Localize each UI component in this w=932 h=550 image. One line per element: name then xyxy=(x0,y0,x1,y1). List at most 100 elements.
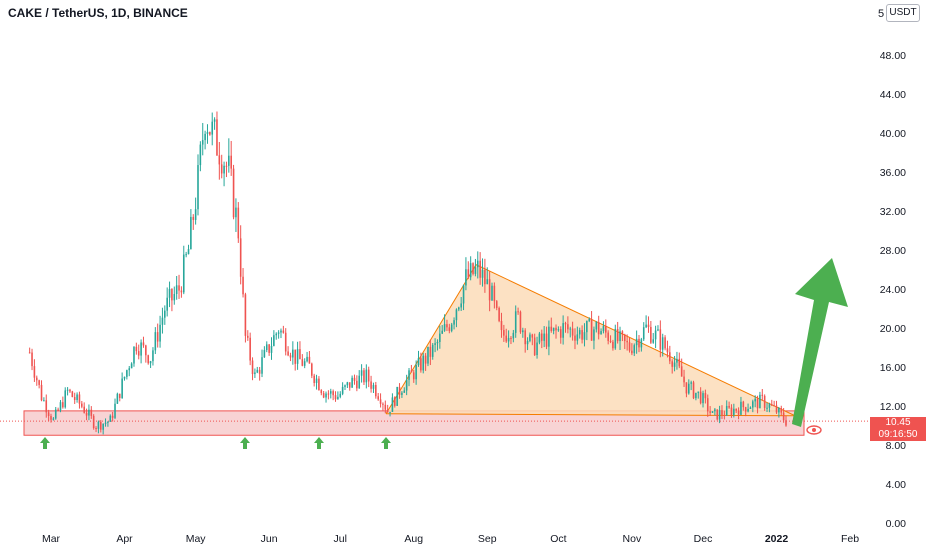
candle-body xyxy=(633,345,636,354)
symbol-title[interactable]: CAKE / TetherUS, 1D, BINANCE xyxy=(8,6,188,20)
candle-body xyxy=(401,392,403,395)
candle-body xyxy=(692,382,695,399)
candle-body xyxy=(498,307,500,321)
currency-badge[interactable]: USDT xyxy=(886,4,920,22)
candle-body xyxy=(557,329,560,331)
candle-body xyxy=(171,289,173,301)
candle-body xyxy=(669,352,671,362)
candle-body xyxy=(754,398,756,402)
price-tick-label: 48.00 xyxy=(880,50,906,62)
candle-body xyxy=(472,263,474,274)
candle-body xyxy=(711,411,714,413)
candle-body xyxy=(109,415,112,422)
candle-body xyxy=(168,289,171,298)
time-tick-label: Feb xyxy=(841,533,859,545)
candle-body xyxy=(749,407,752,409)
candle-body xyxy=(621,331,624,335)
descending-triangle[interactable] xyxy=(386,264,795,416)
candle-body xyxy=(81,403,83,407)
candle-body xyxy=(363,370,365,383)
candle-body xyxy=(436,341,439,344)
time-tick-label: Dec xyxy=(694,533,713,545)
candle-body xyxy=(645,324,647,328)
candle-body xyxy=(232,168,235,218)
candle-body xyxy=(78,394,81,404)
candle-body xyxy=(484,269,486,285)
candle-body xyxy=(766,407,768,409)
candle-body xyxy=(164,310,166,318)
candle-body xyxy=(453,320,455,325)
candle-body xyxy=(71,391,74,398)
partial-tick-label: 5 xyxy=(878,8,885,20)
candle-body xyxy=(476,260,479,268)
candle-body xyxy=(332,391,334,396)
candle-body xyxy=(237,207,240,239)
candle-body xyxy=(666,348,669,353)
candle-body xyxy=(209,132,211,135)
bounce-arrow-icon[interactable] xyxy=(314,437,324,449)
candle-body xyxy=(339,393,342,397)
triangle-left-edge[interactable] xyxy=(385,264,477,415)
candle-body xyxy=(384,404,387,410)
triangle-resistance-line[interactable] xyxy=(475,264,796,417)
candle-body xyxy=(289,355,292,358)
candle-body xyxy=(448,327,451,331)
candle-body xyxy=(529,334,531,341)
candle-body xyxy=(64,390,67,408)
candle-body xyxy=(320,390,323,394)
time-axis[interactable]: Mar Apr May Jun Jul Aug Sep Oct Nov Dec 2022 Feb xyxy=(42,533,859,545)
candle-body xyxy=(337,396,339,400)
candle-body xyxy=(261,357,263,374)
candle-body xyxy=(545,333,548,347)
candle-body xyxy=(782,412,785,421)
candle-body xyxy=(747,408,749,412)
candle-body xyxy=(661,337,664,350)
candle-body xyxy=(308,356,311,364)
candle-body xyxy=(538,333,541,343)
candle-body xyxy=(680,366,683,377)
candle-body xyxy=(431,344,434,357)
time-tick-label: Nov xyxy=(623,533,642,545)
candle-body xyxy=(294,349,297,364)
candle-body xyxy=(479,260,481,278)
bounce-arrow-icon[interactable] xyxy=(240,437,250,449)
candle-body xyxy=(495,301,498,308)
candle-body xyxy=(683,376,685,383)
candle-body xyxy=(650,326,652,343)
candle-body xyxy=(292,349,294,358)
price-tick-label: 0.00 xyxy=(886,518,907,530)
candle-body xyxy=(571,328,574,336)
price-axis[interactable]: 0.00 4.00 8.00 12.00 16.00 20.00 24.00 28.00 32.… xyxy=(880,50,906,530)
candle-body xyxy=(194,209,197,220)
candle-body xyxy=(111,415,114,418)
projection-arrow-icon[interactable] xyxy=(792,258,848,427)
candle-body xyxy=(595,322,598,330)
candle-body xyxy=(735,408,738,411)
candle-body xyxy=(130,363,133,369)
candle-body xyxy=(737,410,740,415)
bounce-arrow-icon[interactable] xyxy=(40,437,50,449)
candle-body xyxy=(465,269,467,286)
candlestick-series xyxy=(28,111,787,435)
candle-body xyxy=(277,332,280,334)
candle-body xyxy=(503,330,505,336)
bounce-arrow-icon[interactable] xyxy=(381,437,391,449)
candle-body xyxy=(590,319,593,341)
candle-body xyxy=(728,405,730,408)
candle-body xyxy=(303,361,306,366)
candle-body xyxy=(220,164,223,174)
candle-body xyxy=(313,375,315,383)
candle-body xyxy=(526,340,529,345)
last-price-value: 10.45 xyxy=(885,417,911,428)
candle-body xyxy=(659,329,662,350)
candle-body xyxy=(493,285,496,302)
candle-body xyxy=(500,320,503,331)
candle-body xyxy=(35,377,38,381)
candle-body xyxy=(443,324,446,331)
candle-body xyxy=(156,332,159,342)
candle-body xyxy=(244,294,247,336)
candle-body xyxy=(398,386,401,395)
candle-body xyxy=(486,279,489,285)
visibility-eye-icon[interactable] xyxy=(806,425,822,435)
